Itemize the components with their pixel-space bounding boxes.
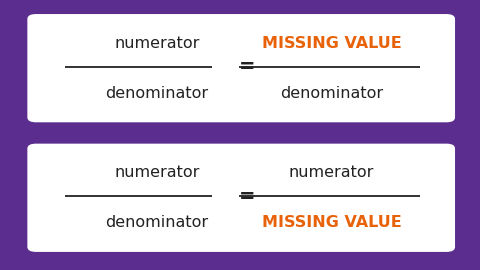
Text: MISSING VALUE: MISSING VALUE	[262, 36, 401, 51]
Text: =: =	[239, 57, 256, 76]
FancyBboxPatch shape	[27, 144, 455, 252]
Text: denominator: denominator	[106, 86, 209, 100]
Text: denominator: denominator	[106, 215, 209, 230]
Text: numerator: numerator	[289, 166, 374, 180]
Text: MISSING VALUE: MISSING VALUE	[262, 215, 401, 230]
Text: numerator: numerator	[114, 36, 200, 51]
Text: =: =	[239, 187, 256, 206]
FancyBboxPatch shape	[27, 14, 455, 122]
Text: denominator: denominator	[280, 86, 383, 100]
Text: numerator: numerator	[114, 166, 200, 180]
